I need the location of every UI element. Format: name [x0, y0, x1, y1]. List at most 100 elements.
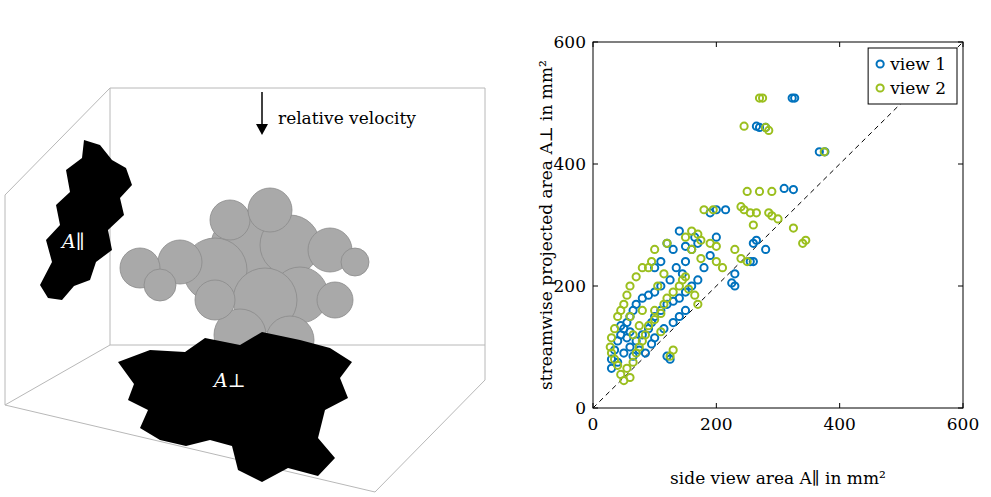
x-tick: [716, 403, 717, 408]
point: [821, 148, 828, 155]
x-tick-label: 400: [823, 414, 855, 434]
x-tick-label: 600: [947, 414, 979, 434]
point: [762, 246, 769, 253]
illustration: relative velocityA∥A⊥: [5, 88, 485, 492]
point: [645, 322, 652, 329]
point: [697, 237, 704, 244]
point: [688, 246, 695, 253]
point: [821, 148, 828, 155]
point: [691, 292, 698, 299]
object-part: [317, 282, 353, 318]
point: [744, 258, 751, 265]
point: [626, 374, 633, 381]
point: [682, 234, 689, 241]
point: [608, 334, 615, 341]
x-tick: [839, 403, 840, 408]
point: [666, 276, 673, 283]
figure: relative velocityA∥A⊥0200400600020040060…: [0, 0, 991, 497]
x-tick: [593, 403, 594, 408]
point: [694, 301, 701, 308]
legend-marker: [877, 84, 884, 91]
arrow-head: [256, 124, 268, 135]
object-part: [248, 188, 292, 232]
y-tick: [958, 408, 963, 409]
point: [731, 282, 738, 289]
x-tick: [716, 42, 717, 47]
identity-line: [593, 42, 963, 408]
point: [688, 246, 695, 253]
point: [765, 127, 772, 134]
point: [629, 359, 636, 366]
legend: view 1 view 2: [868, 48, 957, 104]
point: [694, 276, 701, 283]
point: [750, 240, 757, 247]
point: [663, 240, 670, 247]
object-part: [144, 269, 176, 301]
point: [791, 95, 798, 102]
axes: 02004006000200400600side view area A∥ in…: [536, 32, 979, 488]
point: [651, 307, 658, 314]
point: [670, 346, 677, 353]
velocity-arrow: [261, 92, 263, 128]
point: [611, 325, 618, 332]
point: [740, 123, 747, 130]
side-projection: [40, 140, 132, 300]
point: [670, 246, 677, 253]
series: [607, 95, 828, 385]
point: [663, 295, 670, 302]
y-tick: [958, 164, 963, 165]
point: [633, 273, 640, 280]
point: [670, 319, 677, 326]
point: [651, 334, 658, 341]
frame: [593, 42, 963, 408]
point: [623, 365, 630, 372]
point: [642, 331, 649, 338]
point: [713, 234, 720, 241]
x-axis-title: side view area A∥ in mm²: [670, 468, 886, 488]
marks: [593, 42, 963, 408]
point: [614, 313, 621, 320]
point: [663, 240, 670, 247]
series: [608, 95, 829, 372]
x-tick-label: 0: [588, 414, 599, 434]
point: [710, 206, 717, 213]
point: [722, 206, 729, 213]
side-label: A∥: [60, 230, 85, 252]
point: [790, 224, 797, 231]
point: [713, 258, 720, 265]
point: [768, 188, 775, 195]
legend-box: [868, 48, 957, 104]
point: [673, 264, 680, 271]
point: [670, 289, 677, 296]
legend-label: view 2: [889, 78, 946, 98]
point: [682, 273, 689, 280]
box-edge: [110, 88, 485, 89]
point: [700, 264, 707, 271]
point: [620, 350, 627, 357]
point: [636, 322, 643, 329]
arrow-label: relative velocity: [278, 108, 416, 128]
x-tick: [963, 42, 964, 47]
point: [651, 316, 658, 323]
box-edge: [375, 380, 485, 492]
point: [654, 282, 661, 289]
point: [626, 313, 633, 320]
point: [790, 186, 797, 193]
y-tick: [593, 408, 598, 409]
point: [623, 292, 630, 299]
point: [756, 188, 763, 195]
point: [639, 295, 646, 302]
point: [676, 228, 683, 235]
point: [626, 282, 633, 289]
bottom-projection: [118, 332, 352, 482]
y-tick-label: 0: [575, 398, 586, 418]
y-tick: [593, 164, 598, 165]
point: [731, 246, 738, 253]
x-tick: [963, 403, 964, 408]
point: [629, 331, 636, 338]
point: [700, 206, 707, 213]
point: [639, 307, 646, 314]
point: [626, 343, 633, 350]
legend-label: view 1: [889, 54, 946, 74]
y-tick-label: 600: [554, 32, 586, 52]
